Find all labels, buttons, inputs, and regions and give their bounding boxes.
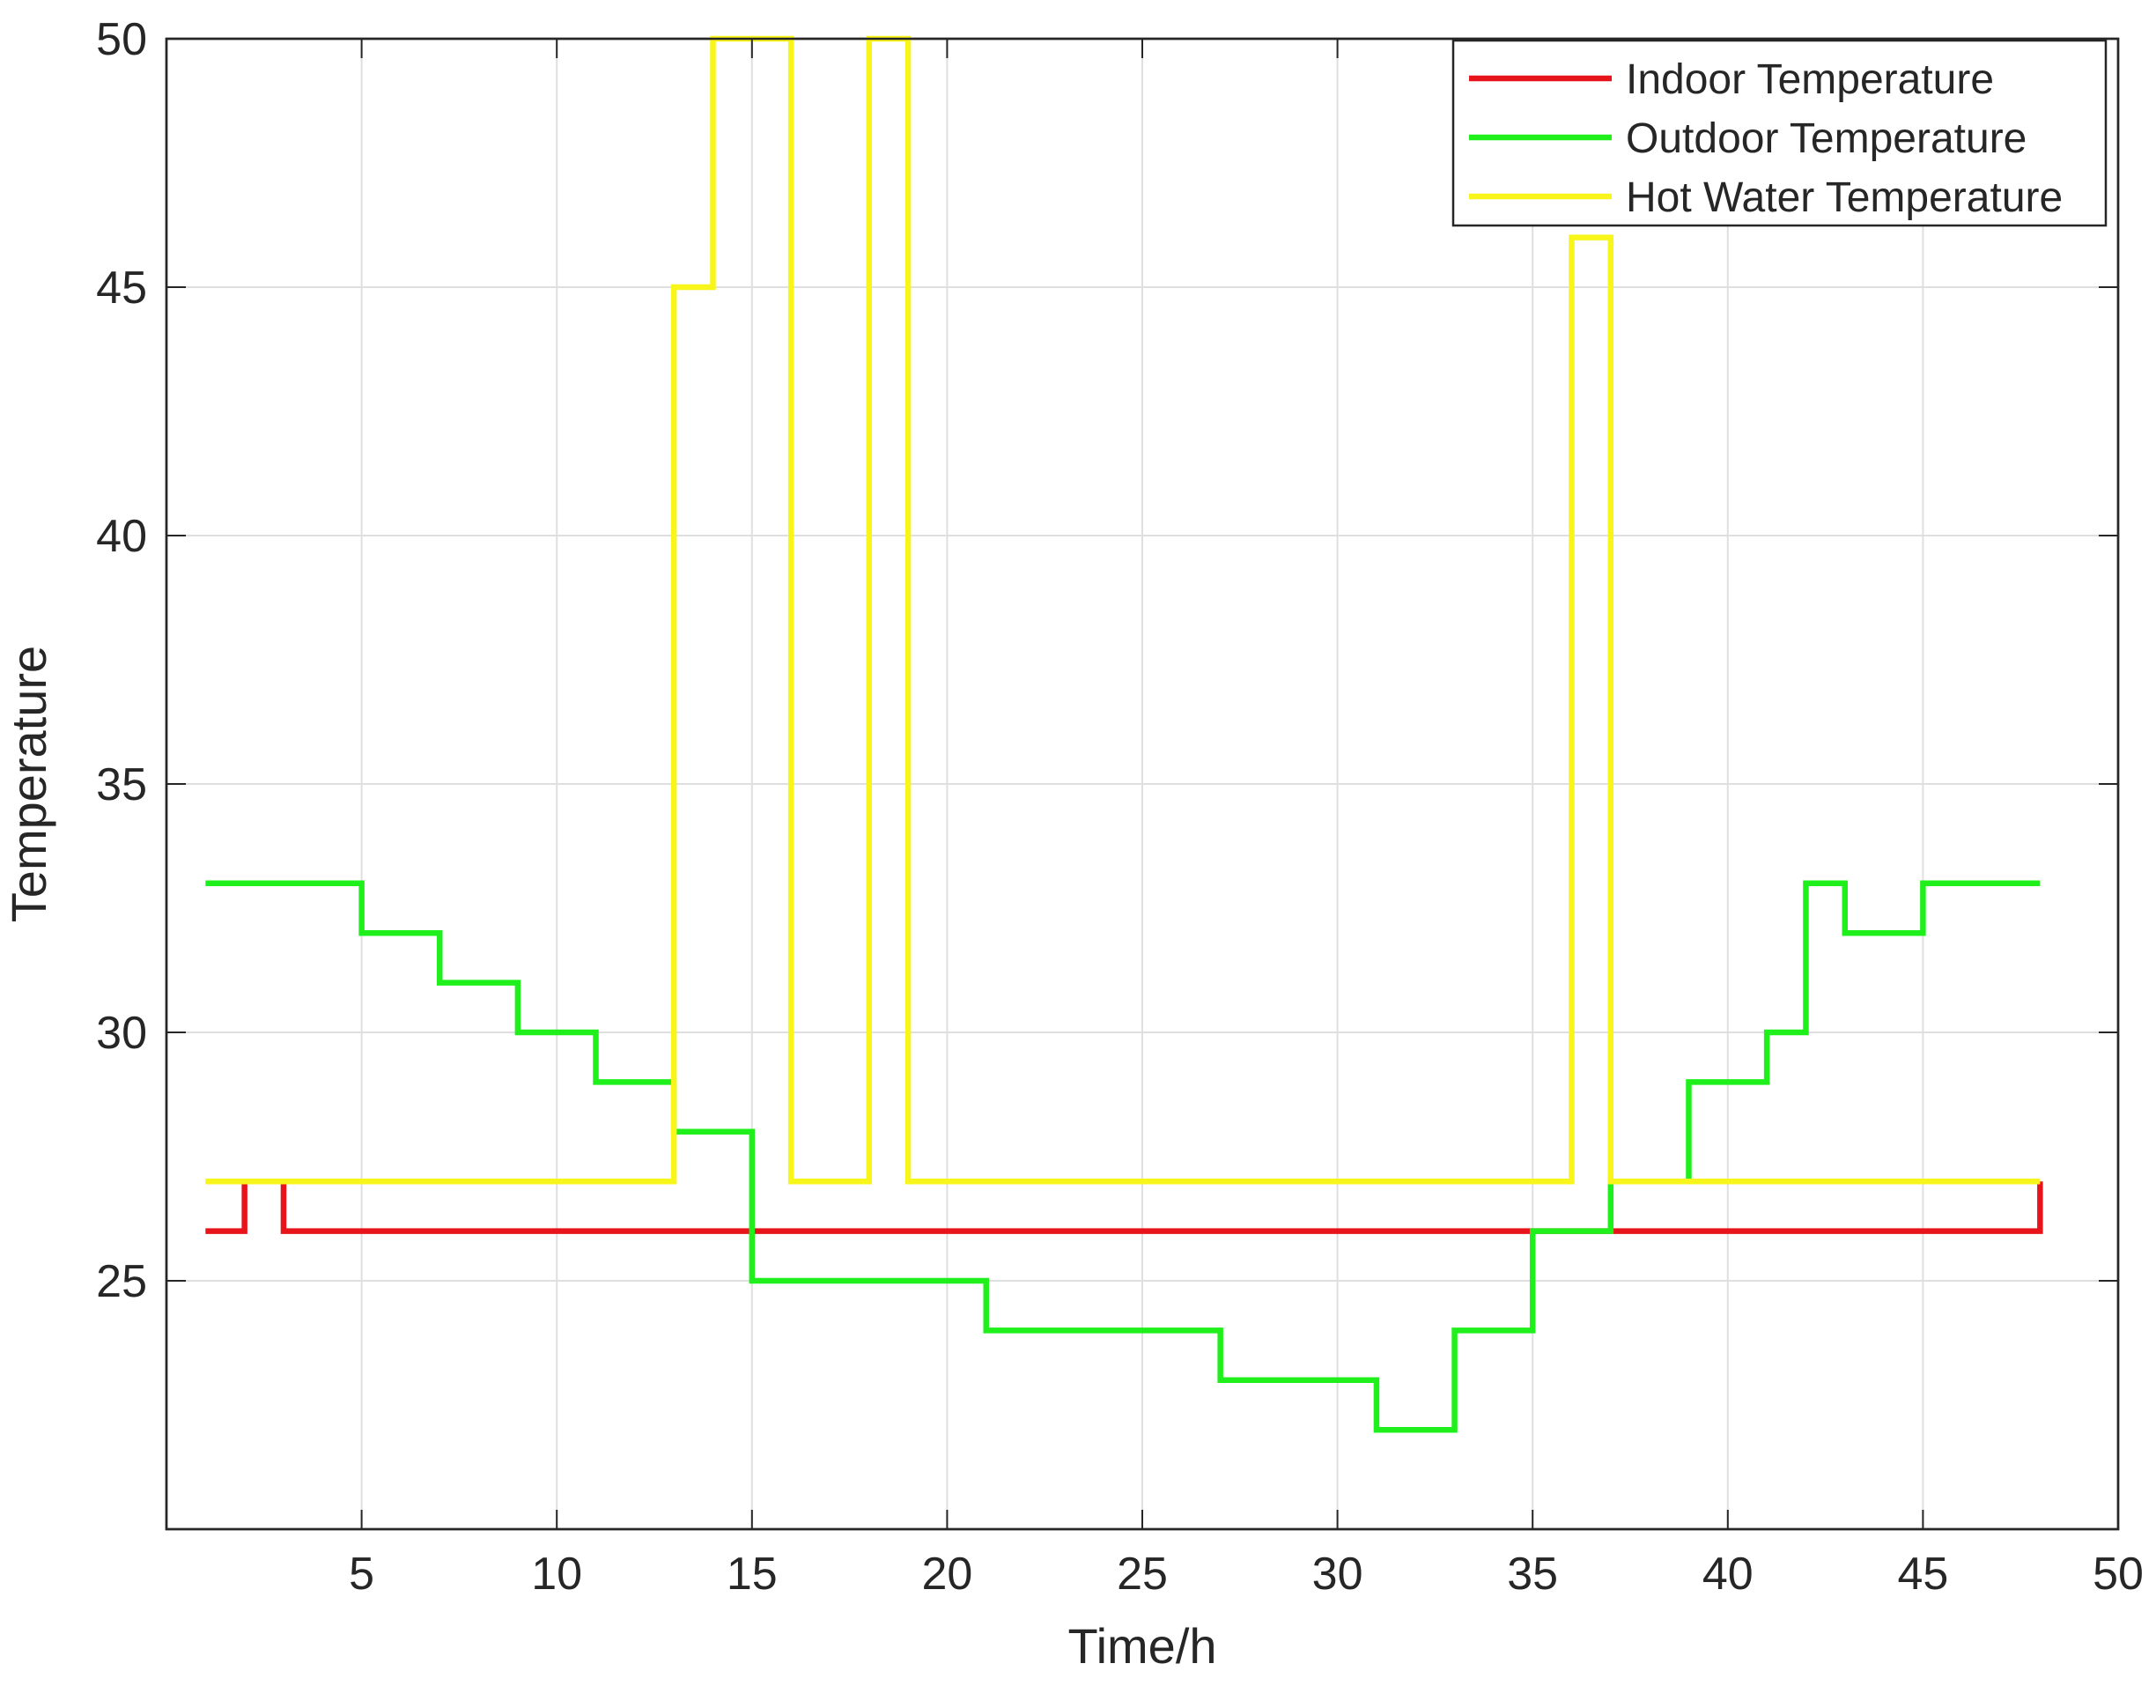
series-line-hot-water-temperature bbox=[205, 35, 2041, 1185]
y-tick-label: 50 bbox=[96, 14, 147, 65]
series-line-indoor-temperature bbox=[205, 1178, 2043, 1234]
x-tick-label: 50 bbox=[2093, 1549, 2144, 1600]
series-layer bbox=[205, 35, 2043, 1433]
x-tick-label: 25 bbox=[1117, 1549, 1168, 1600]
x-tick-label: 45 bbox=[1897, 1549, 1948, 1600]
x-tick-label: 5 bbox=[349, 1549, 374, 1600]
x-tick-label: 40 bbox=[1702, 1549, 1754, 1600]
x-tick-label: 30 bbox=[1312, 1549, 1363, 1600]
y-axis-label: Temperature bbox=[1, 646, 56, 922]
x-tick-label: 15 bbox=[727, 1549, 778, 1600]
y-tick-label: 30 bbox=[96, 1008, 147, 1059]
y-tick-label: 40 bbox=[96, 511, 147, 562]
legend-label: Outdoor Temperature bbox=[1626, 115, 2027, 162]
y-tick-label: 45 bbox=[96, 262, 147, 314]
x-axis-label: Time/h bbox=[1067, 1618, 1216, 1674]
x-tick-label: 10 bbox=[531, 1549, 582, 1600]
x-tick-label: 20 bbox=[921, 1549, 972, 1600]
x-tick-label: 35 bbox=[1507, 1549, 1558, 1600]
legend-label: Hot Water Temperature bbox=[1626, 174, 2063, 221]
y-tick-label: 35 bbox=[96, 759, 147, 810]
legend: Indoor Temperature Outdoor Temperature Hot… bbox=[1451, 39, 2108, 227]
legend-label: Indoor Temperature bbox=[1626, 56, 1994, 103]
series-line-outdoor-temperature bbox=[205, 880, 2041, 1433]
tick-label-layer: 5 10 15 20 25 30 35 40 45 50 25 30 35 40 45 50 bbox=[96, 14, 2144, 1600]
y-tick-label: 25 bbox=[96, 1256, 147, 1307]
legend-entries: Indoor Temperature Outdoor Temperature Hot… bbox=[1469, 56, 2063, 221]
